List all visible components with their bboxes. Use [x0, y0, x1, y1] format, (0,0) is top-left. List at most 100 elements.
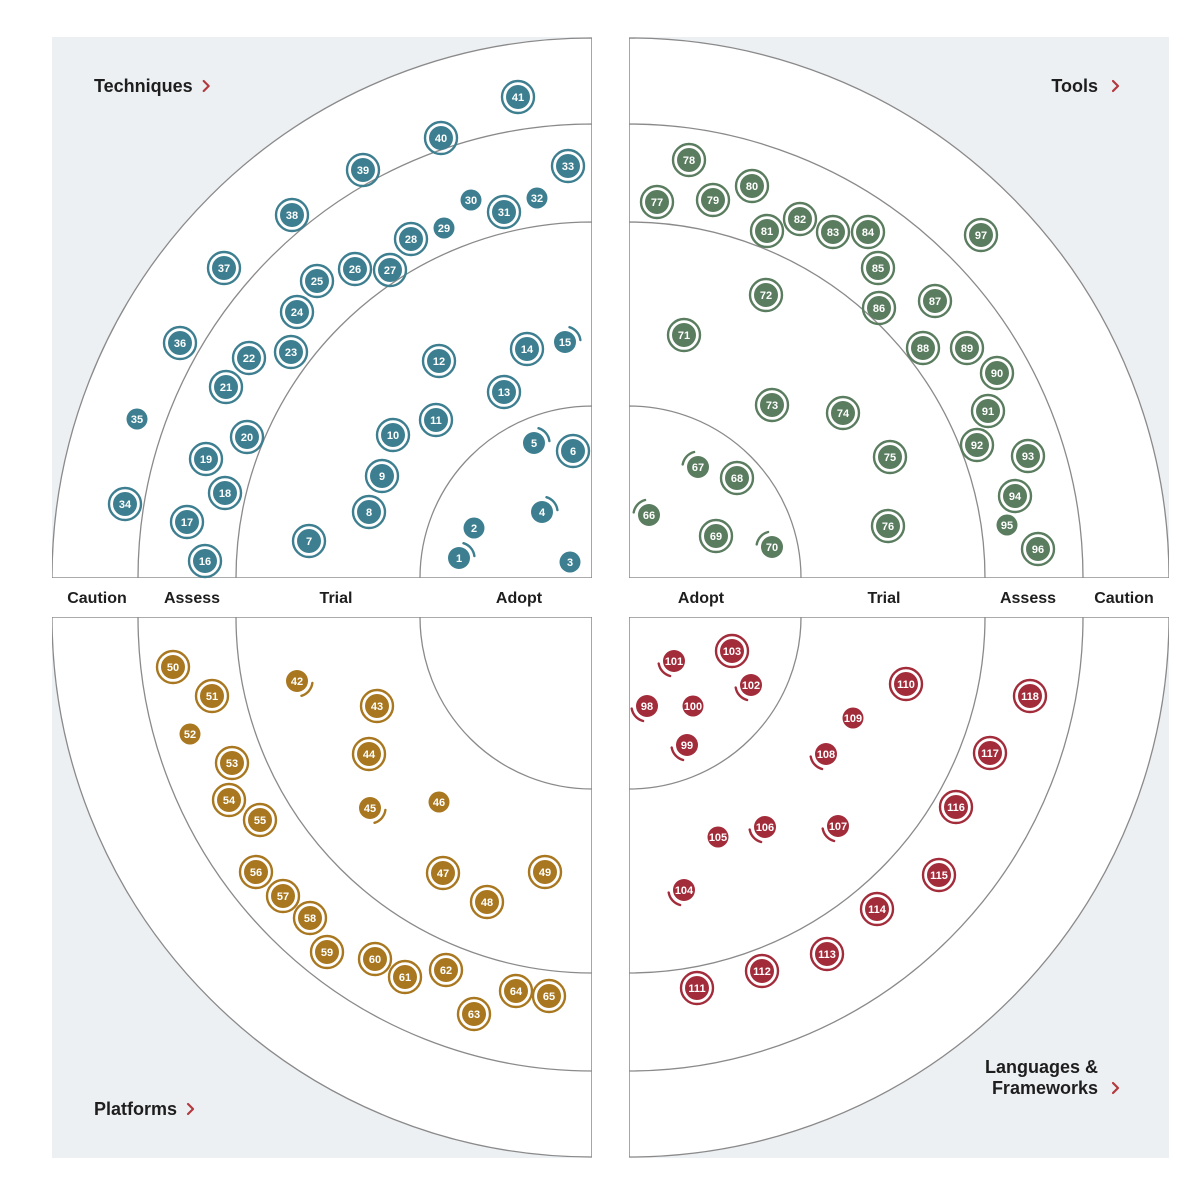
blip-6[interactable]: 6 — [555, 433, 591, 469]
blip-9[interactable]: 9 — [364, 458, 400, 494]
blip-98[interactable]: 98 — [630, 695, 658, 723]
blip-114[interactable]: 114 — [859, 891, 895, 927]
blip-64[interactable]: 64 — [498, 973, 534, 1009]
blip-5[interactable]: 5 — [523, 427, 551, 454]
blip-88[interactable]: 88 — [905, 330, 941, 366]
blip-115[interactable]: 115 — [921, 857, 957, 893]
blip-50[interactable]: 50 — [155, 649, 191, 685]
blip-29[interactable]: 29 — [433, 217, 455, 239]
blip-107[interactable]: 107 — [821, 815, 849, 843]
blip-32[interactable]: 32 — [526, 187, 548, 209]
blip-102[interactable]: 102 — [734, 674, 762, 702]
blip-25[interactable]: 25 — [299, 263, 335, 299]
blip-71[interactable]: 71 — [666, 317, 702, 353]
blip-57[interactable]: 57 — [265, 878, 301, 914]
blip-7[interactable]: 7 — [291, 523, 327, 559]
blip-80[interactable]: 80 — [734, 168, 770, 204]
blip-48[interactable]: 48 — [469, 884, 505, 920]
blip-18[interactable]: 18 — [207, 475, 243, 511]
blip-24[interactable]: 24 — [279, 294, 315, 330]
blip-87[interactable]: 87 — [917, 283, 953, 319]
blip-116[interactable]: 116 — [938, 789, 974, 825]
blip-58[interactable]: 58 — [292, 900, 328, 936]
blip-20[interactable]: 20 — [229, 419, 265, 455]
blip-89[interactable]: 89 — [949, 330, 985, 366]
blip-16[interactable]: 16 — [187, 543, 223, 579]
blip-99[interactable]: 99 — [670, 734, 698, 762]
blip-26[interactable]: 26 — [337, 251, 373, 287]
blip-104[interactable]: 104 — [667, 879, 695, 907]
blip-109[interactable]: 109 — [842, 707, 864, 729]
blip-8[interactable]: 8 — [351, 494, 387, 530]
blip-1[interactable]: 1 — [448, 542, 476, 569]
blip-55[interactable]: 55 — [242, 802, 278, 838]
blip-17[interactable]: 17 — [169, 504, 205, 540]
blip-94[interactable]: 94 — [997, 478, 1033, 514]
blip-97[interactable]: 97 — [963, 217, 999, 253]
blip-28[interactable]: 28 — [393, 221, 429, 257]
blip-10[interactable]: 10 — [375, 417, 411, 453]
blip-34[interactable]: 34 — [107, 486, 143, 522]
blip-105[interactable]: 105 — [707, 826, 729, 848]
blip-46[interactable]: 46 — [428, 791, 450, 813]
blip-92[interactable]: 92 — [959, 427, 995, 463]
blip-101[interactable]: 101 — [657, 650, 685, 678]
blip-78[interactable]: 78 — [671, 142, 707, 178]
blip-2[interactable]: 2 — [463, 517, 485, 539]
blip-13[interactable]: 13 — [486, 374, 522, 410]
quadrant-title-tools[interactable]: Tools — [1051, 76, 1120, 96]
blip-73[interactable]: 73 — [754, 387, 790, 423]
blip-36[interactable]: 36 — [162, 325, 198, 361]
blip-85[interactable]: 85 — [860, 250, 896, 286]
blip-38[interactable]: 38 — [274, 197, 310, 233]
blip-22[interactable]: 22 — [231, 340, 267, 376]
blip-108[interactable]: 108 — [809, 743, 837, 771]
blip-111[interactable]: 111 — [679, 970, 715, 1006]
blip-30[interactable]: 30 — [460, 189, 482, 211]
blip-60[interactable]: 60 — [357, 941, 393, 977]
blip-83[interactable]: 83 — [815, 214, 851, 250]
blip-49[interactable]: 49 — [527, 854, 563, 890]
blip-68[interactable]: 68 — [719, 460, 755, 496]
blip-31[interactable]: 31 — [486, 194, 522, 230]
blip-45[interactable]: 45 — [359, 797, 387, 824]
blip-76[interactable]: 76 — [870, 508, 906, 544]
blip-41[interactable]: 41 — [500, 79, 536, 115]
blip-42[interactable]: 42 — [286, 670, 314, 697]
blip-37[interactable]: 37 — [206, 250, 242, 286]
blip-52[interactable]: 52 — [179, 723, 201, 745]
blip-47[interactable]: 47 — [425, 855, 461, 891]
blip-63[interactable]: 63 — [456, 996, 492, 1032]
blip-79[interactable]: 79 — [695, 182, 731, 218]
blip-19[interactable]: 19 — [188, 441, 224, 477]
blip-103[interactable]: 103 — [714, 633, 750, 669]
blip-77[interactable]: 77 — [639, 184, 675, 220]
blip-4[interactable]: 4 — [531, 496, 559, 523]
blip-40[interactable]: 40 — [423, 120, 459, 156]
blip-110[interactable]: 110 — [888, 666, 924, 702]
blip-21[interactable]: 21 — [208, 369, 244, 405]
blip-35[interactable]: 35 — [126, 408, 148, 430]
blip-65[interactable]: 65 — [531, 978, 567, 1014]
blip-74[interactable]: 74 — [825, 395, 861, 431]
blip-82[interactable]: 82 — [782, 201, 818, 237]
blip-90[interactable]: 90 — [979, 355, 1015, 391]
blip-113[interactable]: 113 — [809, 936, 845, 972]
blip-54[interactable]: 54 — [211, 782, 247, 818]
blip-70[interactable]: 70 — [755, 530, 783, 558]
blip-72[interactable]: 72 — [748, 277, 784, 313]
blip-106[interactable]: 106 — [748, 816, 776, 844]
blip-27[interactable]: 27 — [372, 252, 408, 288]
quadrant-title-platforms[interactable]: Platforms — [94, 1099, 195, 1119]
blip-93[interactable]: 93 — [1010, 438, 1046, 474]
blip-100[interactable]: 100 — [682, 695, 704, 717]
blip-51[interactable]: 51 — [194, 678, 230, 714]
blip-96[interactable]: 96 — [1020, 531, 1056, 567]
blip-11[interactable]: 11 — [418, 402, 454, 438]
blip-23[interactable]: 23 — [273, 334, 309, 370]
blip-15[interactable]: 15 — [554, 326, 582, 353]
blip-86[interactable]: 86 — [861, 290, 897, 326]
blip-69[interactable]: 69 — [698, 518, 734, 554]
blip-59[interactable]: 59 — [309, 934, 345, 970]
blip-61[interactable]: 61 — [387, 959, 423, 995]
